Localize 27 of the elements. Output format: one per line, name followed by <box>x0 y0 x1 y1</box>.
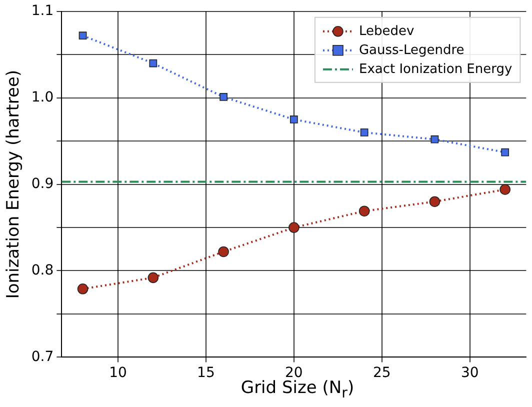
point <box>500 184 510 195</box>
point <box>220 93 228 101</box>
point <box>360 128 368 136</box>
point <box>429 196 440 207</box>
legend-label: Lebedev <box>358 24 414 39</box>
legend-label: Gauss-Legendre <box>358 42 464 58</box>
point <box>78 32 87 40</box>
x-tick-label: 30 <box>460 365 479 382</box>
y-tick-label: 1.0 <box>31 89 54 106</box>
legend-label: Exact Ionization Energy <box>358 62 513 77</box>
y-tick-label: 0.7 <box>31 348 54 365</box>
y-tick-label: 0.8 <box>31 262 54 278</box>
point <box>148 272 159 284</box>
y-axis-title: Ionization Energy (hartree) <box>4 70 24 299</box>
point <box>290 116 298 124</box>
point <box>77 284 88 294</box>
y-tick-label: 1.1 <box>31 3 54 20</box>
point <box>358 206 370 216</box>
y-tick-label: 0.9 <box>31 176 54 192</box>
point <box>218 246 229 258</box>
point <box>288 222 300 233</box>
x-tick-label: 15 <box>197 365 215 382</box>
point <box>501 148 510 156</box>
x-tick-label: 10 <box>109 365 127 382</box>
point <box>430 135 439 144</box>
x-tick-label: 25 <box>373 365 391 382</box>
point <box>149 59 158 68</box>
